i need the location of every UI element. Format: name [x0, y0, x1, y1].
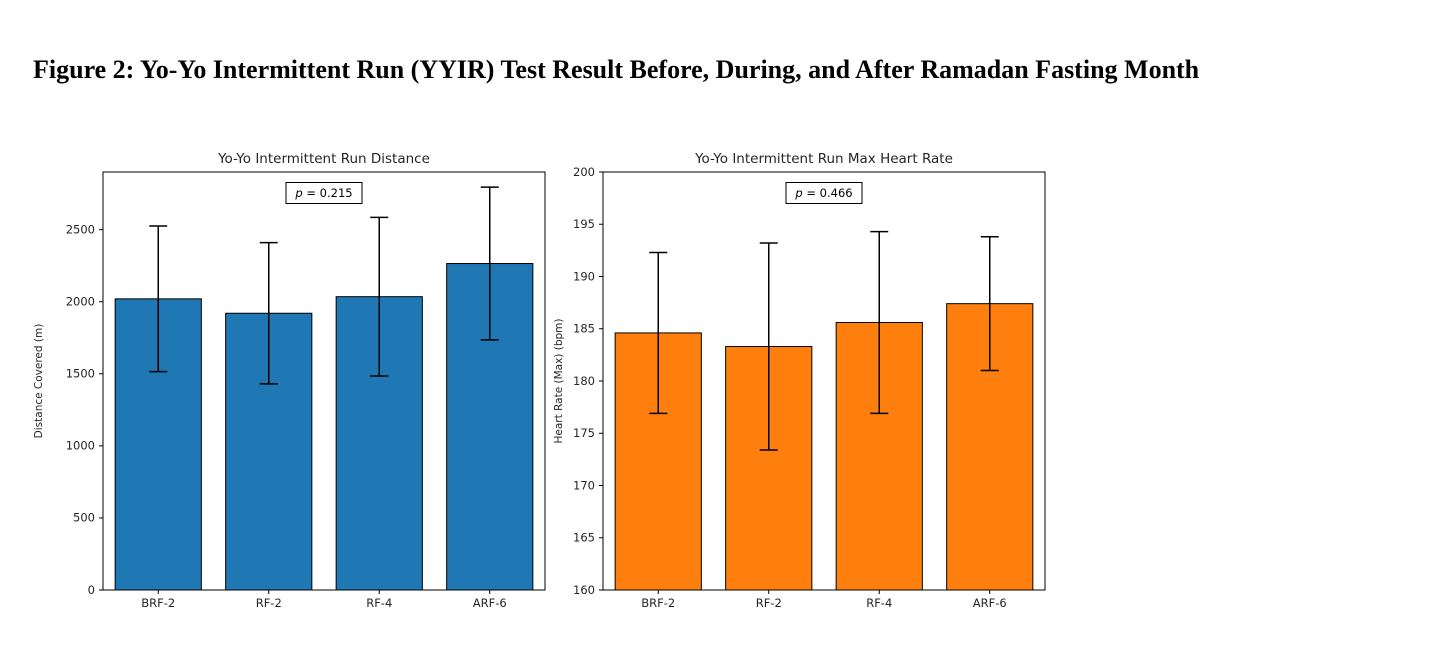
chart-title: Yo-Yo Intermittent Run Distance [217, 151, 430, 167]
heart-rate-chart-svg: Yo-Yo Intermittent Run Max Heart Rate Hea… [553, 151, 1046, 610]
distance-chart-figure: Yo-Yo Intermittent Run Distance Distance … [30, 145, 550, 617]
figure-title: Figure 2: Yo-Yo Intermittent Run (YYIR) … [33, 55, 1200, 84]
distance-chart-svg: Yo-Yo Intermittent Run Distance Distance … [33, 151, 546, 610]
y-tick-label: 2500 [66, 222, 95, 236]
x-tick-label: ARF-6 [973, 596, 1007, 610]
y-tick-label: 200 [573, 165, 595, 179]
x-tick-label: RF-4 [866, 596, 892, 610]
y-axis-label: Distance Covered (m) [33, 324, 45, 439]
chart-title: Yo-Yo Intermittent Run Max Heart Rate [694, 151, 953, 167]
p-value-text: p = 0.466 [794, 186, 852, 200]
x-tick-label: RF-2 [256, 596, 282, 610]
p-value-text: p = 0.215 [294, 186, 352, 200]
x-tick-label: BRF-2 [141, 596, 175, 610]
y-tick-label: 1500 [66, 366, 95, 380]
x-tick-label: BRF-2 [641, 596, 675, 610]
x-tick-label: RF-2 [756, 596, 782, 610]
p-value-box [285, 181, 363, 204]
y-tick-label: 1000 [66, 439, 95, 453]
y-tick-label: 500 [73, 511, 95, 525]
y-tick-label: 175 [573, 426, 595, 440]
y-tick-label: 185 [573, 321, 595, 335]
figure-page: Figure 2: Yo-Yo Intermittent Run (YYIR) … [0, 55, 1436, 617]
y-tick-label: 165 [573, 530, 595, 544]
y-tick-label: 2000 [66, 294, 95, 308]
charts-row: Yo-Yo Intermittent Run Distance Distance … [30, 145, 1436, 617]
y-axis-label: Heart Rate (Max) (bpm) [553, 318, 565, 443]
y-tick-label: 180 [573, 374, 595, 388]
heart-rate-chart-figure: Yo-Yo Intermittent Run Max Heart Rate Hea… [550, 145, 1050, 617]
x-tick-label: ARF-6 [473, 596, 507, 610]
y-tick-label: 190 [573, 269, 595, 283]
y-tick-label: 170 [573, 478, 595, 492]
p-value-box [785, 181, 863, 204]
y-tick-label: 160 [573, 583, 595, 597]
y-tick-label: 195 [573, 217, 595, 231]
y-tick-label: 0 [88, 583, 95, 597]
x-tick-label: RF-4 [366, 596, 392, 610]
